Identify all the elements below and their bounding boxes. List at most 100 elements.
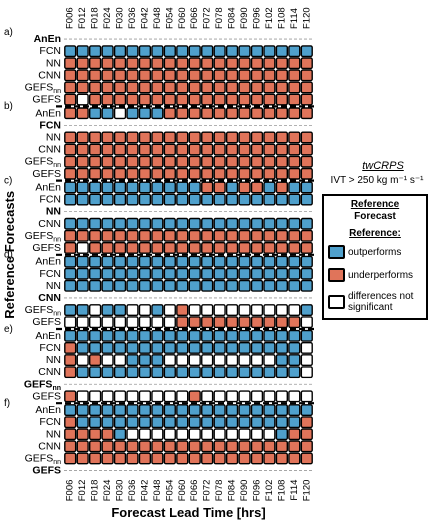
- heat-cell: [214, 58, 225, 69]
- heat-cell: [301, 391, 312, 402]
- x-axis-label: Forecast Lead Time [hrs]: [111, 505, 265, 520]
- heat-cell: [140, 46, 151, 57]
- heat-cell: [202, 58, 213, 69]
- heat-cell: [276, 281, 287, 292]
- heat-cell: [115, 108, 126, 119]
- heat-cell: [102, 182, 113, 193]
- x-tick-top: F018: [90, 7, 101, 29]
- heat-cell: [115, 169, 126, 180]
- heat-cell: [239, 441, 250, 452]
- heat-cell: [177, 256, 188, 267]
- heat-cell: [227, 231, 238, 242]
- heat-cell: [276, 194, 287, 205]
- heat-cell: [276, 156, 287, 167]
- heat-cell: [65, 405, 76, 416]
- heat-cell: [65, 391, 76, 402]
- heat-cell: [239, 94, 250, 105]
- x-tick-top: F078: [214, 7, 225, 29]
- x-tick-top: F012: [77, 7, 88, 29]
- heat-cell: [140, 391, 151, 402]
- heat-cell: [214, 453, 225, 464]
- x-tick-bottom: F024: [102, 480, 113, 502]
- heat-cell: [276, 343, 287, 354]
- heat-cell: [77, 405, 88, 416]
- heat-cell: [65, 317, 76, 328]
- heat-cell: [301, 317, 312, 328]
- heat-cell: [140, 58, 151, 69]
- heat-cell: [177, 108, 188, 119]
- heat-cell: [115, 367, 126, 378]
- heat-cell: [202, 82, 213, 93]
- heat-cell: [152, 281, 163, 292]
- row-label: FCN: [39, 194, 61, 206]
- heat-cell: [164, 269, 175, 280]
- heat-cell: [301, 46, 312, 57]
- heat-cell: [227, 343, 238, 354]
- heat-cell: [115, 355, 126, 366]
- heat-cell: [276, 231, 287, 242]
- heat-cell: [177, 144, 188, 155]
- heat-cell: [276, 269, 287, 280]
- x-tick-top: F114: [289, 8, 300, 29]
- heat-cell: [65, 132, 76, 143]
- heat-cell: [189, 453, 200, 464]
- heat-cell: [264, 219, 275, 230]
- heat-cell: [239, 108, 250, 119]
- heat-cell: [65, 343, 76, 354]
- x-tick-top: F048: [152, 7, 163, 29]
- legend-subheader: Reference:: [324, 227, 426, 240]
- heat-cell: [227, 256, 238, 267]
- heat-cell: [127, 317, 138, 328]
- heat-cell: [164, 305, 175, 316]
- heat-cell: [252, 82, 263, 93]
- heat-cell: [189, 343, 200, 354]
- heat-cell: [102, 70, 113, 81]
- heat-cell: [164, 453, 175, 464]
- heat-cell: [276, 429, 287, 440]
- heat-cell: [227, 317, 238, 328]
- heat-cell: [127, 305, 138, 316]
- heat-cell: [227, 391, 238, 402]
- heat-cell: [140, 269, 151, 280]
- heat-cell: [177, 70, 188, 81]
- heat-cell: [177, 391, 188, 402]
- heat-cell: [140, 194, 151, 205]
- heat-cell: [65, 70, 76, 81]
- heat-cell: [252, 391, 263, 402]
- heat-cell: [214, 194, 225, 205]
- row-label: FCN: [39, 268, 61, 280]
- heat-cell: [301, 256, 312, 267]
- heat-cell: [264, 305, 275, 316]
- heat-cell: [252, 70, 263, 81]
- heat-cell: [115, 429, 126, 440]
- heat-cell: [289, 94, 300, 105]
- heat-cell: [252, 94, 263, 105]
- heat-cell: [214, 317, 225, 328]
- x-tick-bottom: F114: [289, 480, 300, 501]
- heat-cell: [289, 441, 300, 452]
- heat-cell: [90, 169, 101, 180]
- heat-cell: [252, 46, 263, 57]
- heat-cell: [189, 317, 200, 328]
- heat-cell: [77, 156, 88, 167]
- heat-cell: [276, 367, 287, 378]
- heat-cell: [102, 144, 113, 155]
- heat-cell: [177, 94, 188, 105]
- heat-cell: [140, 94, 151, 105]
- heat-cell: [264, 182, 275, 193]
- heat-cell: [127, 391, 138, 402]
- heat-cell: [202, 132, 213, 143]
- heat-cell: [102, 417, 113, 428]
- heat-cell: [177, 305, 188, 316]
- heat-cell: [202, 94, 213, 105]
- heat-cell: [65, 331, 76, 342]
- heat-cell: [127, 256, 138, 267]
- heat-cell: [214, 108, 225, 119]
- row-label: GEFS: [32, 465, 61, 477]
- heat-cell: [65, 441, 76, 452]
- heat-cell: [239, 453, 250, 464]
- legend-header-bottom: Forecast: [324, 211, 426, 223]
- heat-cell: [214, 355, 225, 366]
- heat-cell: [252, 305, 263, 316]
- heat-cell: [289, 269, 300, 280]
